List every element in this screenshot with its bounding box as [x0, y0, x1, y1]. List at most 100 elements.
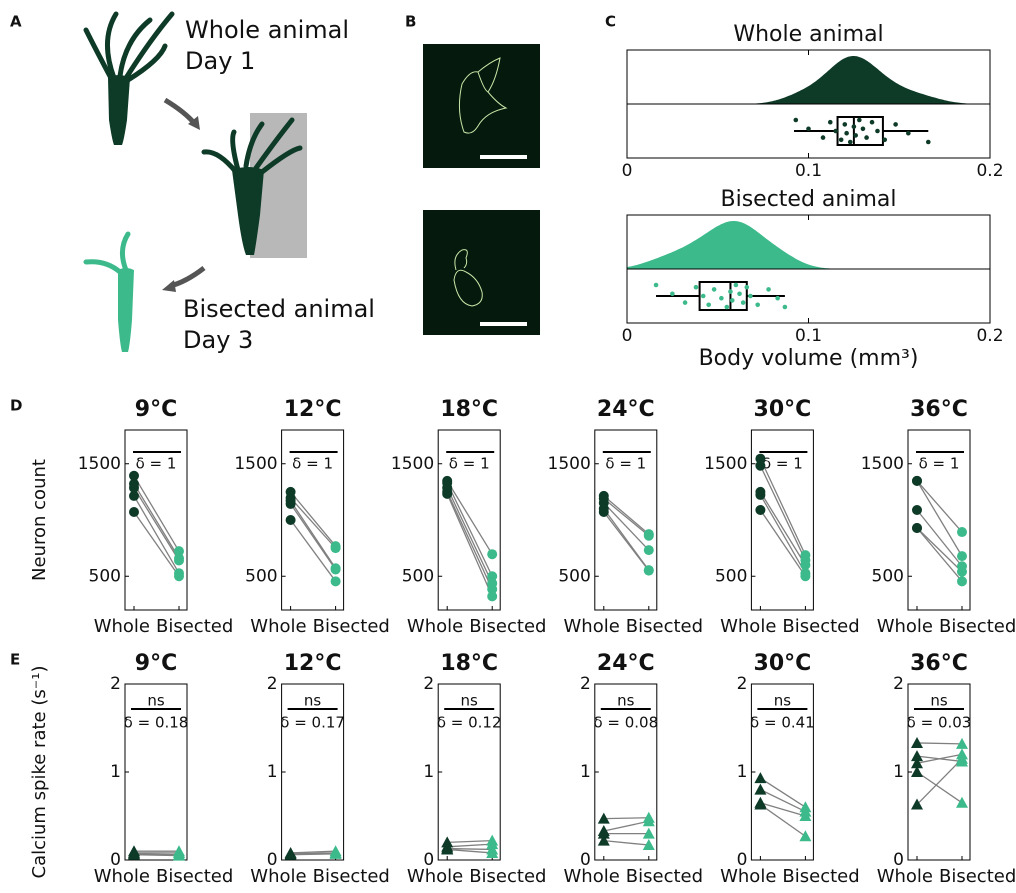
pair-line — [603, 820, 649, 832]
marker — [129, 490, 139, 501]
label-text: Bisected animal — [183, 295, 375, 323]
marker — [799, 810, 812, 821]
pair-line — [447, 847, 493, 851]
pair-line — [133, 511, 180, 577]
y-tick-label: 0 — [580, 850, 591, 870]
y-tick-label: 0 — [893, 850, 904, 870]
significance: ns — [774, 692, 792, 710]
pair-line — [759, 458, 806, 556]
marker — [911, 750, 923, 762]
pair-line — [446, 482, 493, 577]
point — [847, 139, 853, 145]
point — [737, 291, 742, 297]
panel-title: 18°C — [440, 651, 498, 676]
y-tick-label: 500 — [558, 566, 590, 586]
point — [740, 300, 746, 305]
annotation: δ = 1 — [292, 455, 333, 473]
x-tick-label: Bisected — [156, 866, 233, 887]
y-tick-label: 0 — [737, 850, 748, 870]
marker — [755, 460, 766, 471]
y-tick-label: 1 — [110, 762, 121, 782]
marker — [173, 849, 185, 861]
y-tick-label: 0 — [267, 850, 278, 870]
marker — [487, 571, 498, 582]
pair-line — [447, 848, 493, 854]
annotation: δ = 0.41 — [750, 714, 815, 732]
point — [653, 282, 659, 288]
point — [851, 124, 857, 129]
hydra-whole — [83, 11, 175, 145]
label-text: Whole animal — [185, 16, 349, 44]
frame — [437, 429, 501, 611]
point — [869, 119, 875, 125]
pair-line — [290, 519, 337, 582]
point — [833, 128, 839, 134]
marker — [284, 848, 297, 860]
y-tick-label: 2 — [110, 674, 121, 694]
pair-line — [760, 802, 806, 817]
marker — [642, 827, 655, 839]
panel-title: 24°C — [597, 397, 655, 422]
marker — [642, 815, 655, 827]
point — [693, 284, 699, 290]
x-tick-label: 0.2 — [976, 161, 1003, 181]
panel-title: 18°C — [440, 397, 498, 422]
x-tick-label: 0.1 — [795, 326, 822, 346]
pair-line — [916, 742, 963, 745]
annotation: δ = 0.18 — [124, 714, 189, 732]
marker — [441, 843, 454, 855]
marker — [598, 507, 609, 518]
point — [766, 287, 771, 292]
annotation: δ = 1 — [136, 455, 177, 473]
marker — [800, 571, 811, 582]
density — [627, 56, 990, 104]
panel-title: 9°C — [135, 651, 177, 676]
frame — [124, 429, 188, 611]
x-tick-label: Whole — [94, 616, 150, 637]
y-tick-label: 2 — [893, 674, 904, 694]
label-text: Day 1 — [185, 47, 255, 75]
point — [755, 302, 760, 308]
point — [733, 282, 739, 288]
arrow-head — [162, 280, 176, 292]
pair-line — [603, 839, 649, 846]
y-tick-label: 1500 — [234, 454, 277, 474]
point — [864, 135, 869, 140]
pair-line — [446, 480, 493, 555]
y-tick-label: 2 — [267, 674, 278, 694]
annotation: δ = 1 — [762, 455, 803, 473]
y-tick-label: 1 — [423, 762, 434, 782]
panel-label: B — [405, 13, 416, 31]
marker — [643, 545, 654, 556]
annotation: δ = 0.08 — [593, 714, 658, 732]
y-tick-label: 1500 — [861, 454, 904, 474]
pair-line — [916, 509, 963, 567]
marker — [330, 543, 341, 554]
point — [706, 302, 711, 308]
y-axis-label: Neuron count — [29, 459, 50, 581]
y-tick-label: 1500 — [704, 454, 747, 474]
y-tick-label: 1 — [893, 762, 904, 782]
marker — [957, 576, 967, 587]
marker — [330, 564, 341, 575]
panel-label: E — [10, 651, 20, 669]
marker — [643, 565, 654, 576]
point — [925, 139, 931, 145]
label-text: Day 3 — [183, 326, 253, 354]
pair-line — [290, 852, 336, 855]
point — [842, 122, 848, 127]
marker — [911, 798, 923, 810]
pair-line — [759, 509, 806, 577]
annotation: δ = 0.17 — [280, 714, 345, 732]
point — [682, 300, 688, 305]
y-tick-label: 500 — [872, 566, 904, 586]
x-tick-label: Whole — [94, 866, 150, 887]
chart-title: Whole animal — [733, 22, 883, 47]
x-tick-label: Whole — [250, 866, 306, 887]
annotation: δ = 1 — [449, 455, 490, 473]
x-tick-label: Whole — [564, 616, 620, 637]
pair-line — [290, 503, 337, 570]
pair-line — [916, 753, 963, 764]
x-tick-label: Bisected — [626, 866, 703, 887]
pair-line — [760, 804, 806, 837]
